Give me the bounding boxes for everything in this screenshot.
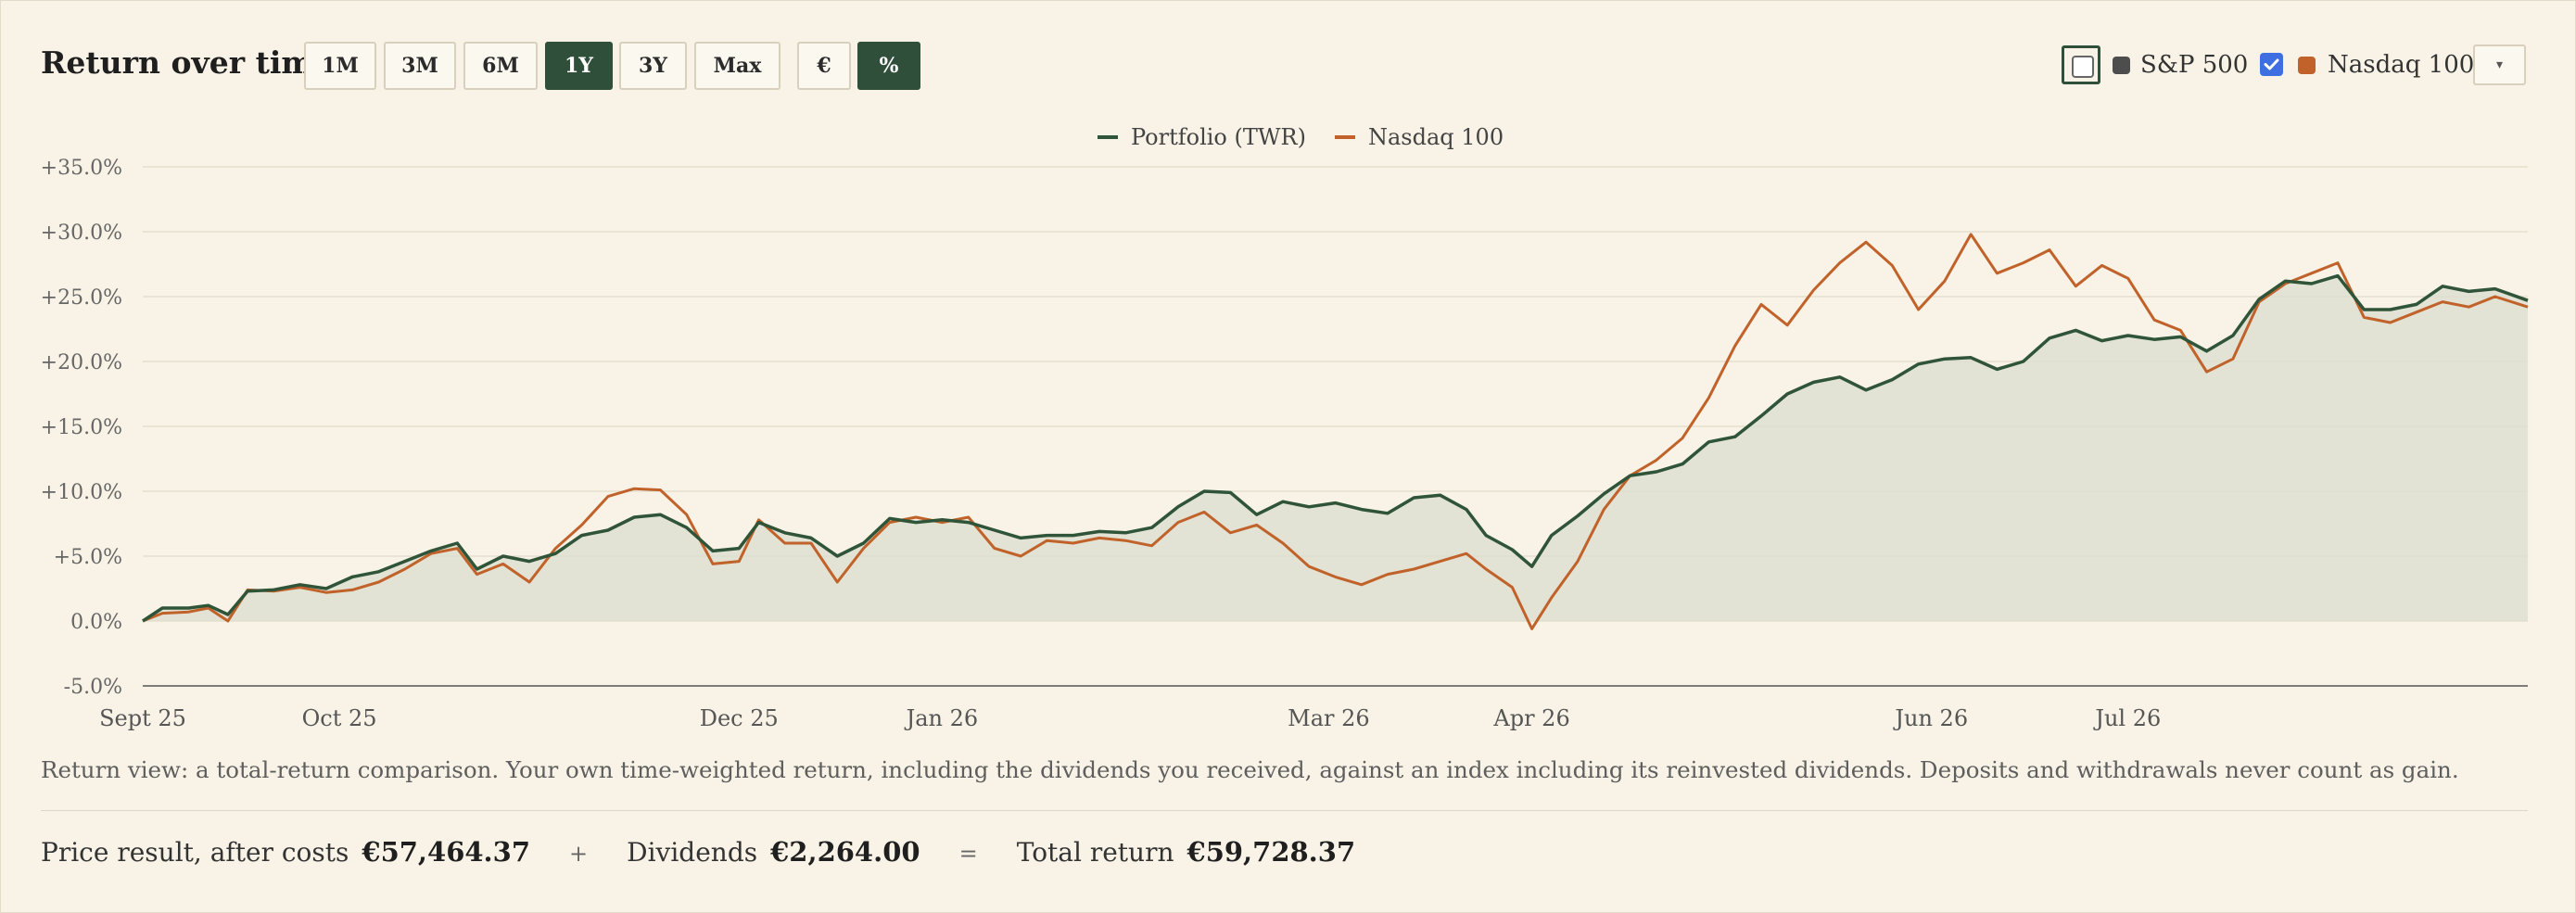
legend-label: Nasdaq 100 [1368,124,1504,150]
x-tick-label: Sept 25 [99,705,186,731]
nasdaq-line [142,233,2529,630]
sp500-checkbox-outline[interactable] [2062,45,2100,84]
x-tick-label: Mar 26 [1288,705,1370,731]
check-icon [2264,58,2279,70]
x-tick-label: Jan 26 [904,705,979,731]
range-3m-button[interactable]: 3M [384,42,456,90]
chevron-down-icon: ▾ [2495,57,2504,72]
x-tick-label: Oct 25 [302,705,377,731]
price-result-value: €57,464.37 [362,836,531,868]
sp500-checkbox[interactable] [2072,56,2094,78]
range-max-button[interactable]: Max [694,42,780,90]
nasdaq-swatch [2298,57,2316,74]
y-tick-label: 0.0% [70,611,122,634]
legend-label: Portfolio (TWR) [1131,124,1306,150]
dividends-value: €2,264.00 [770,836,920,868]
price-result-label: Price result, after costs [41,837,349,868]
return-summary: Price result, after costs €57,464.37 + D… [41,836,1355,868]
divider [41,810,2528,811]
portfolio-line [142,273,2529,623]
x-tick-label: Dec 25 [700,705,779,731]
range-3y-button[interactable]: 3Y [619,42,687,90]
x-tick-label: Jun 26 [1892,705,1968,731]
y-tick-label: -5.0% [64,676,122,699]
y-tick-label: +10.0% [41,481,122,504]
x-tick-label: Jul 26 [2092,705,2161,731]
plus-sign: + [569,841,589,867]
page-title: Return over time [41,44,334,81]
y-tick-label: +35.0% [41,157,122,180]
total-return-label: Total return [1016,837,1174,868]
equals-sign: = [958,841,978,867]
sp500-swatch [2113,57,2130,74]
y-tick-label: +20.0% [41,351,122,374]
unit-euro-button[interactable]: € [797,42,851,90]
nasdaq-label[interactable]: Nasdaq 100 [2328,51,2475,79]
total-return-value: €59,728.37 [1186,836,1356,868]
dividends-label: Dividends [627,837,758,868]
y-tick-label: +15.0% [41,416,122,439]
return-chart: -5.0% 0.0% +5.0% +10.0% +15.0% +20.0% +25.0% +3… [41,124,2529,731]
nasdaq-checkbox[interactable] [2260,53,2283,76]
compare-dropdown-button[interactable]: ▾ [2473,44,2526,85]
unit-percent-button[interactable]: % [857,42,920,90]
range-1y-button[interactable]: 1Y [545,42,613,90]
return-view-note: Return view: a total-return comparison. … [41,756,2459,783]
sp500-label[interactable]: S&P 500 [2140,51,2249,79]
range-1m-button[interactable]: 1M [304,42,376,90]
range-6m-button[interactable]: 6M [463,42,538,90]
y-tick-label: +25.0% [41,286,122,310]
y-tick-label: +30.0% [41,222,122,245]
y-tick-label: +5.0% [54,546,122,569]
x-tick-label: Apr 26 [1492,705,1569,731]
